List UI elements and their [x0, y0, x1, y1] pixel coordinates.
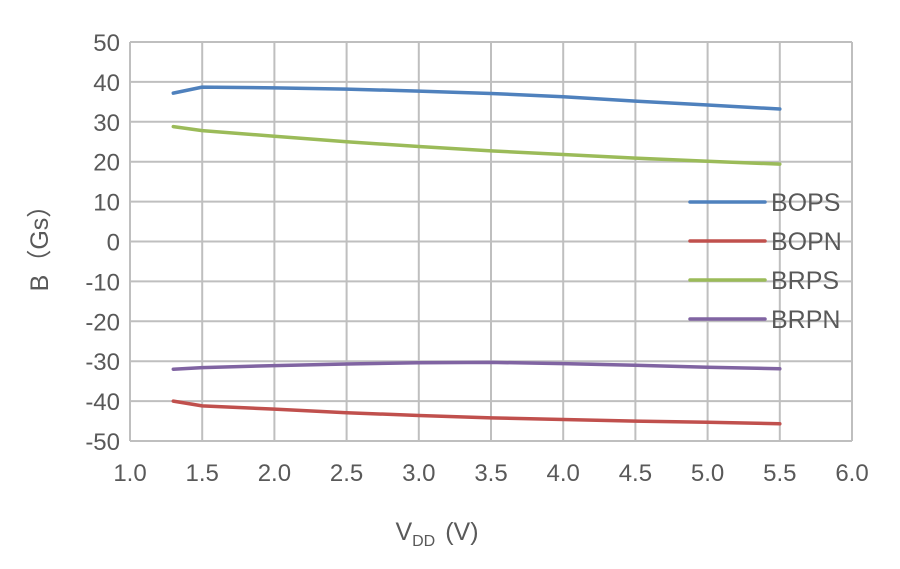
- y-tick-label: -20: [85, 309, 120, 336]
- y-tick-labels: 50 40 30 20 10 0 -10 -20 -30 -40 -50: [85, 30, 120, 456]
- legend-label: BRPN: [771, 306, 840, 334]
- y-tick-label: 20: [93, 150, 120, 177]
- x-axis-label-unit: (V): [445, 518, 478, 546]
- series-line-brps: [171, 124, 782, 166]
- x-tick-label: 5.5: [763, 460, 796, 487]
- x-tick-label: 5.0: [691, 460, 724, 487]
- x-axis-label-subscript: DD: [412, 533, 435, 550]
- legend-label: BOPN: [771, 228, 842, 256]
- legend: BOPS BOPN BRPS BRPN: [688, 189, 842, 334]
- y-tick-label: -40: [85, 389, 120, 416]
- series-line-bopn: [171, 399, 782, 426]
- y-tick-label: 0: [107, 230, 120, 257]
- x-tick-labels: 1.0 1.5 2.0 2.5 3.0 3.5 4.0 4.5 5.0 5.5 6.0: [113, 460, 868, 487]
- x-tick-label: 1.0: [113, 460, 146, 487]
- series-line-brpn: [171, 360, 782, 371]
- y-axis-label: B（Gs）: [26, 193, 54, 292]
- grid: [129, 41, 853, 442]
- y-tick-label: 50: [93, 30, 120, 57]
- y-tick-label: -10: [85, 269, 120, 296]
- legend-label: BRPS: [771, 267, 839, 295]
- x-tick-label: 4.5: [619, 460, 652, 487]
- y-tick-label: 40: [93, 70, 120, 97]
- series-lines: [171, 85, 782, 426]
- x-tick-label: 1.5: [186, 460, 219, 487]
- y-tick-label: -30: [85, 349, 120, 376]
- x-tick-label: 2.5: [330, 460, 363, 487]
- y-tick-label: -50: [85, 429, 120, 456]
- x-tick-label: 4.0: [547, 460, 580, 487]
- y-tick-label: 30: [93, 110, 120, 137]
- x-tick-label: 3.5: [474, 460, 507, 487]
- x-axis-label: VDD (V): [395, 518, 478, 550]
- x-axis-label-main: V: [395, 518, 412, 546]
- x-tick-label: 2.0: [258, 460, 291, 487]
- legend-label: BOPS: [771, 189, 840, 217]
- x-tick-label: 3.0: [402, 460, 435, 487]
- y-tick-label: 10: [93, 190, 120, 217]
- x-tick-label: 6.0: [835, 460, 868, 487]
- series-line-bops: [171, 85, 782, 111]
